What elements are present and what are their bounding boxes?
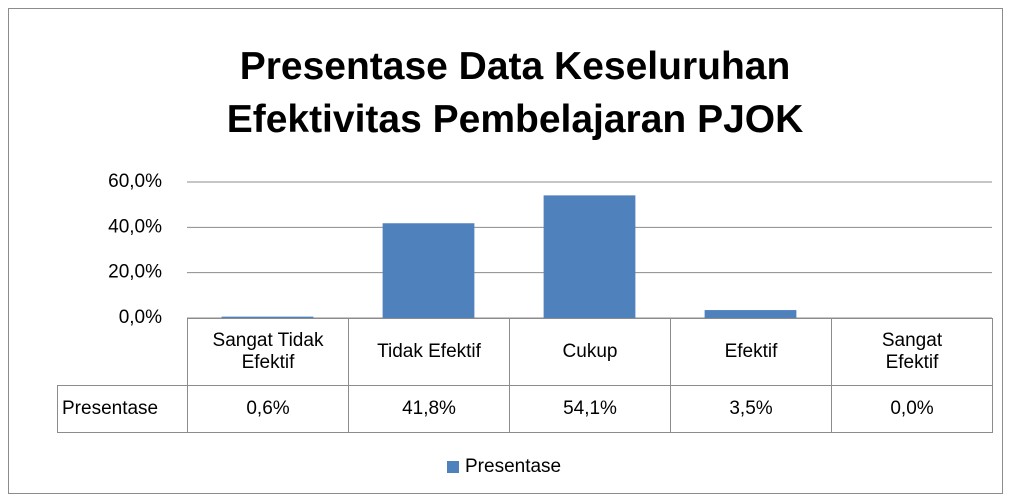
legend: Presentase bbox=[447, 456, 561, 478]
value-label: 54,1% bbox=[509, 385, 671, 433]
value-label: 0,6% bbox=[187, 385, 349, 433]
category-label: Efektif bbox=[670, 318, 832, 386]
value-label: 41,8% bbox=[348, 385, 510, 433]
value-label: 3,5% bbox=[670, 385, 832, 433]
empty-cell bbox=[57, 318, 188, 386]
bar bbox=[221, 316, 314, 318]
category-label: Cukup bbox=[509, 318, 671, 386]
chart-title: Presentase Data Keseluruhan Efektivitas … bbox=[226, 45, 804, 141]
legend-swatch bbox=[447, 461, 459, 473]
bar bbox=[704, 310, 797, 318]
bar bbox=[382, 223, 475, 318]
y-tick-label: 40,0% bbox=[108, 216, 162, 237]
category-label: Sangat Efektif bbox=[831, 318, 993, 386]
y-tick-label: 20,0% bbox=[108, 262, 162, 283]
value-label: 0,0% bbox=[831, 385, 993, 433]
legend-label: Presentase bbox=[465, 456, 562, 477]
y-tick-label: 60,0% bbox=[108, 171, 162, 192]
bar bbox=[543, 195, 636, 318]
data-table: Sangat Tidak Efektif Tidak Efektif Cukup Ef… bbox=[57, 318, 993, 433]
chart-frame bbox=[8, 8, 1003, 494]
category-label: Sangat Tidak Efektif bbox=[187, 318, 349, 386]
category-label: Tidak Efektif bbox=[348, 318, 510, 386]
row-header: Presentase bbox=[57, 385, 188, 433]
